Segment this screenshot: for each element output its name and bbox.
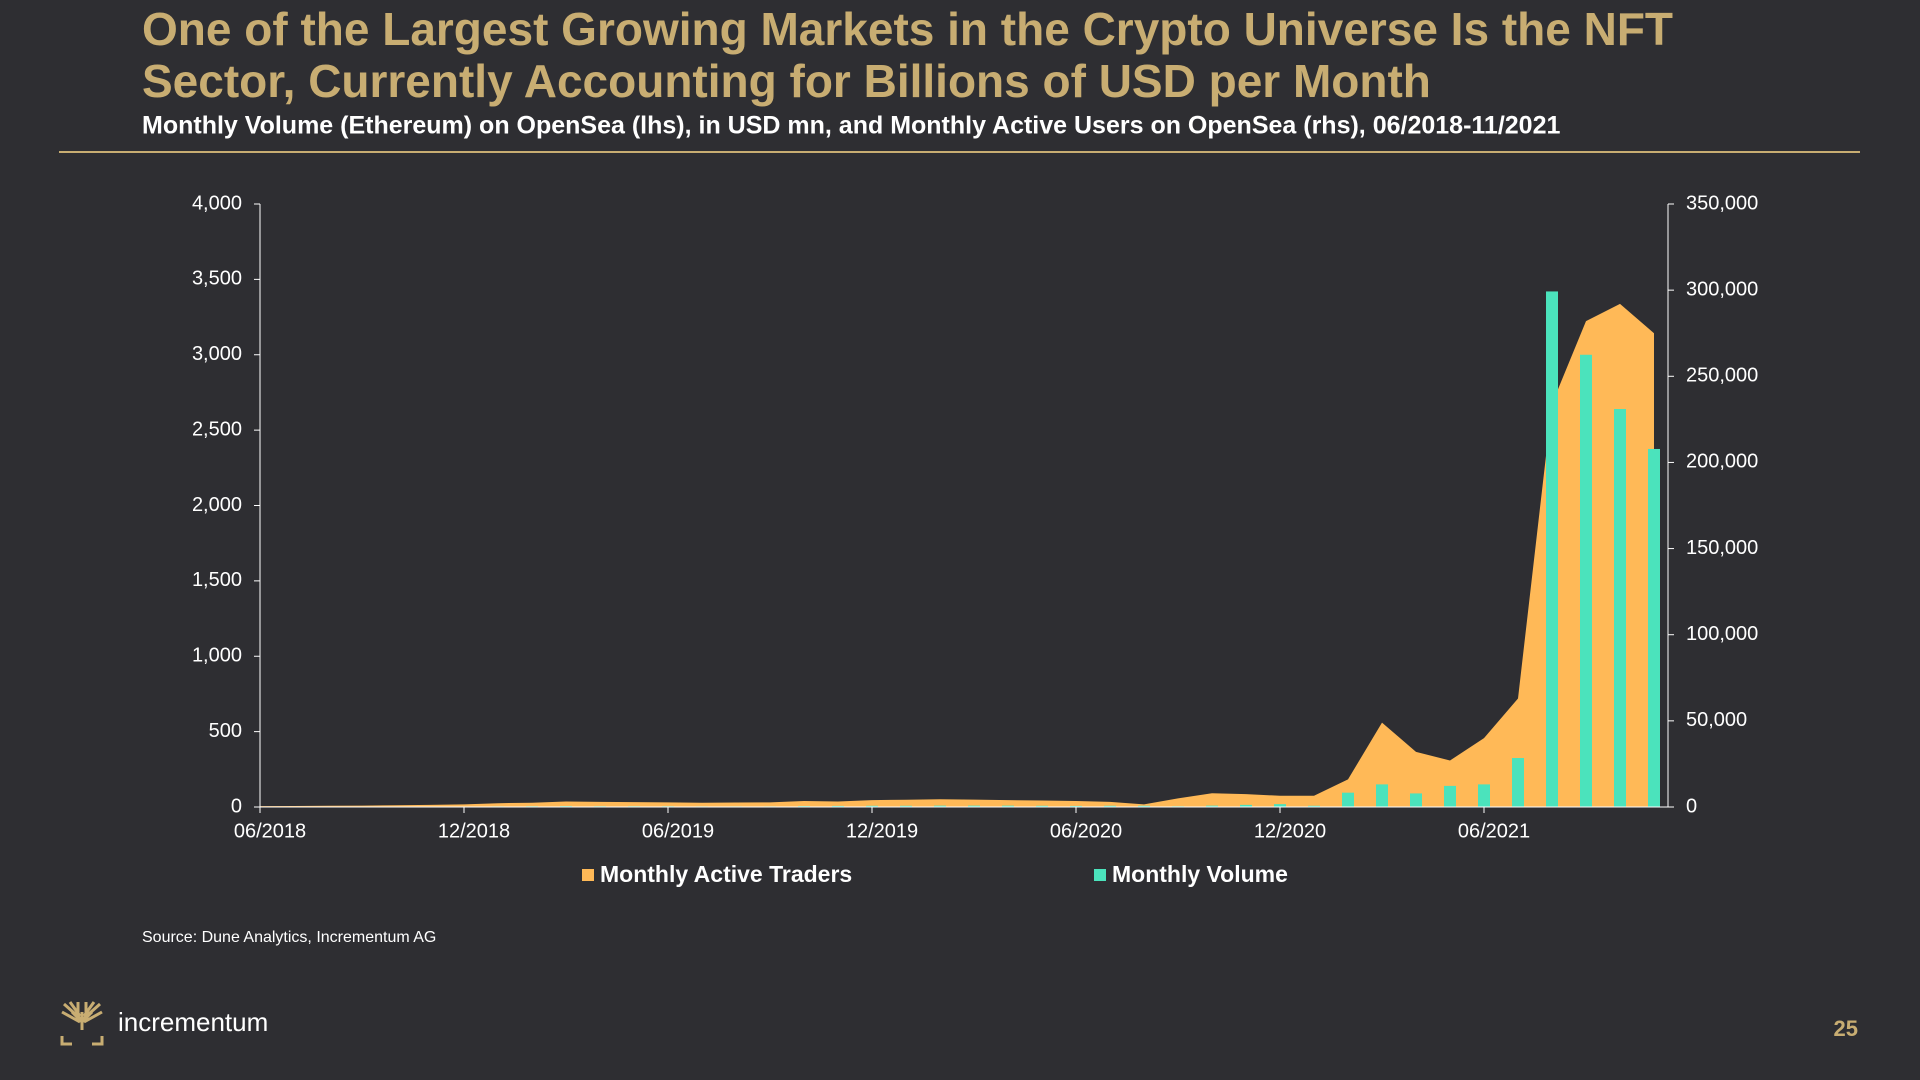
- bar: [1206, 805, 1218, 807]
- x-tick-label: 06/2020: [1050, 820, 1122, 842]
- bar: [1274, 804, 1286, 807]
- y2-tick-label: 100,000: [1686, 623, 1758, 645]
- x-tick-label: 06/2019: [642, 820, 714, 842]
- title: Sector, Currently Accounting for Billion…: [142, 55, 1431, 107]
- bar: [1444, 785, 1456, 807]
- legend-label: Monthly Active Traders: [600, 861, 852, 887]
- y-tick-label: 3,000: [192, 343, 242, 365]
- x-tick-label: 06/2018: [234, 820, 306, 842]
- x-tick-label: 12/2020: [1254, 820, 1326, 842]
- y2-tick-label: 350,000: [1686, 192, 1758, 214]
- bar: [1410, 793, 1422, 807]
- y-tick-label: 1,000: [192, 645, 242, 667]
- bar: [1580, 354, 1592, 807]
- y2-tick-label: 150,000: [1686, 537, 1758, 559]
- brand: incrementum: [118, 1007, 268, 1037]
- bar: [1478, 784, 1490, 807]
- y2-tick-label: 50,000: [1686, 709, 1747, 731]
- bar: [934, 805, 946, 807]
- x-tick-label: 06/2021: [1458, 820, 1530, 842]
- title: One of the Largest Growing Markets in th…: [142, 3, 1673, 55]
- y-tick-label: 4,000: [192, 192, 242, 214]
- y2-tick-label: 200,000: [1686, 451, 1758, 473]
- bar: [1308, 805, 1320, 807]
- bar: [866, 805, 878, 807]
- bar: [968, 805, 980, 807]
- x-tick-label: 12/2018: [438, 820, 510, 842]
- bar: [1138, 805, 1150, 807]
- bar: [1376, 784, 1388, 807]
- y-tick-label: 2,500: [192, 418, 242, 440]
- x-tick-label: 12/2019: [846, 820, 918, 842]
- bar: [1512, 758, 1524, 807]
- bar: [1002, 805, 1014, 807]
- y2-tick-label: 250,000: [1686, 365, 1758, 387]
- y-tick-label: 2,000: [192, 494, 242, 516]
- source: Source: Dune Analytics, Incrementum AG: [142, 929, 436, 946]
- bar: [1648, 448, 1660, 807]
- bar: [1104, 805, 1116, 807]
- bar: [832, 805, 844, 807]
- page-number: 25: [1834, 1016, 1858, 1041]
- bar: [1546, 291, 1558, 807]
- bar: [900, 805, 912, 807]
- area: [260, 303, 1654, 807]
- y-tick-label: 3,500: [192, 268, 242, 290]
- legend-label: Monthly Volume: [1112, 861, 1288, 887]
- legend-swatch: [582, 869, 594, 881]
- bar: [1342, 792, 1354, 807]
- subtitle: Monthly Volume (Ethereum) on OpenSea (lh…: [142, 112, 1560, 140]
- logo-icon: [60, 1001, 104, 1046]
- bar: [1614, 409, 1626, 807]
- y2-tick-label: 300,000: [1686, 278, 1758, 300]
- y-tick-label: 0: [231, 795, 242, 817]
- y2-tick-label: 0: [1686, 795, 1697, 817]
- bar: [1036, 805, 1048, 807]
- bar: [1070, 805, 1082, 807]
- bar: [1240, 804, 1252, 807]
- y-tick-label: 500: [209, 720, 242, 742]
- legend-swatch: [1094, 869, 1106, 881]
- y-tick-label: 1,500: [192, 569, 242, 591]
